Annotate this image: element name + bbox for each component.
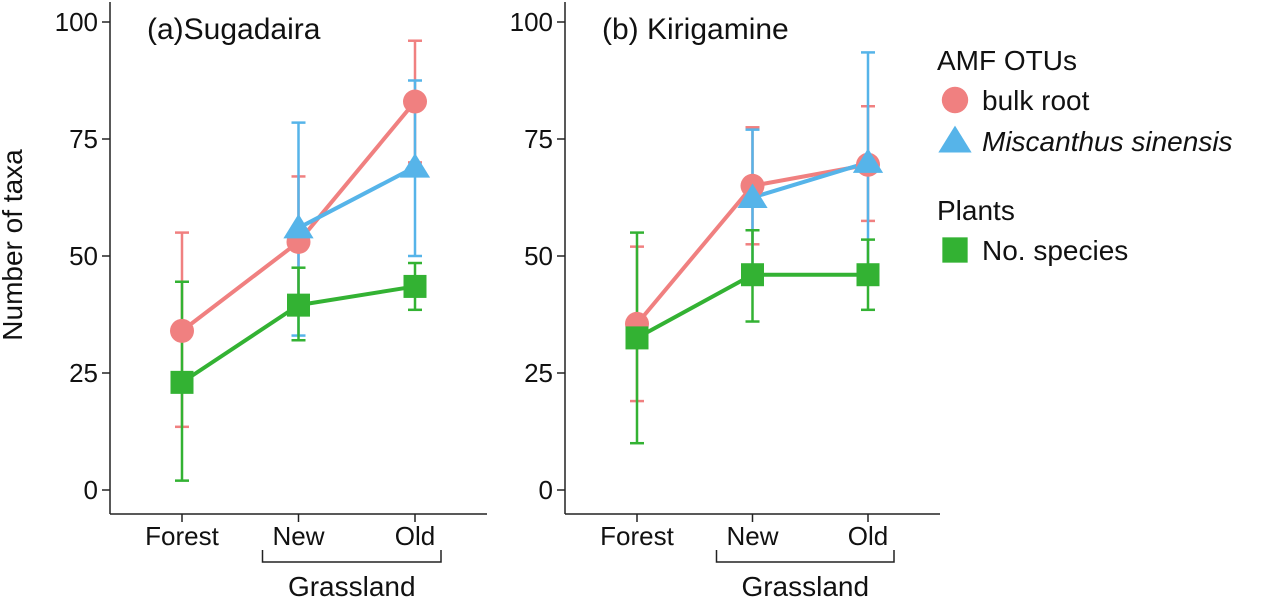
data-point-miscanthus-sinensis <box>737 183 768 208</box>
data-point-no-species <box>741 263 764 287</box>
chart-panel: 0 25 50 75 100 Forest New Old Grassland (b) Kirig… <box>510 2 940 602</box>
y-tick-label: 0 <box>84 475 98 505</box>
legend: AMF OTUs bulk root Miscanthus sinensis Plan… <box>937 45 1233 266</box>
panel-title: (a)Sugadaira <box>147 13 321 46</box>
legend-marker-bulk-root <box>941 86 969 114</box>
grassland-label: Grassland <box>288 571 416 600</box>
data-points <box>170 89 431 394</box>
data-points <box>625 148 884 350</box>
grassland-label: Grassland <box>741 571 869 600</box>
legend-label-no-species: No. species <box>982 235 1128 266</box>
x-tick-label: Forest <box>145 521 219 551</box>
legend-title: Plants <box>937 195 1015 226</box>
grassland-bracket <box>261 550 442 563</box>
x-tick-label: New <box>272 521 324 551</box>
grassland-bracket <box>715 550 895 563</box>
legend-label-bulk-root: bulk root <box>982 85 1090 116</box>
data-point-miscanthus-sinensis <box>283 213 314 239</box>
series-line-miscanthus-sinensis <box>751 160 869 200</box>
series-line-miscanthus-sinensis <box>297 165 416 230</box>
y-axis-title: Number of taxa <box>0 149 28 341</box>
y-tick-label: 75 <box>524 124 553 154</box>
data-point-no-species <box>856 263 880 287</box>
data-point-no-species <box>287 293 310 317</box>
y-tick-label: 25 <box>524 358 553 388</box>
legend-marker-miscanthus-sinensis <box>938 125 972 153</box>
data-point-bulk-root <box>170 318 194 343</box>
data-point-no-species <box>170 370 194 394</box>
data-point-miscanthus-sinensis <box>852 148 884 173</box>
data-point-bulk-root <box>403 89 427 114</box>
y-tick-label: 100 <box>510 7 553 37</box>
y-tick-label: 0 <box>539 475 553 505</box>
y-tick-label: 50 <box>69 241 98 271</box>
y-tick-label: 75 <box>69 124 98 154</box>
x-tick-label: Old <box>395 521 435 551</box>
chart-panel: 0 25 50 75 100 Forest New Old Grassland (a)Sugada… <box>55 2 487 602</box>
legend-label-miscanthus-sinensis: Miscanthus sinensis <box>982 126 1233 157</box>
x-tick-label: New <box>726 521 778 551</box>
error-bars <box>175 39 422 482</box>
legend-title: AMF OTUs <box>937 45 1077 76</box>
x-tick-label: Old <box>848 521 888 551</box>
y-tick-label: 100 <box>55 7 98 37</box>
panel-title: (b) Kirigamine <box>602 13 789 46</box>
y-tick-label: 25 <box>69 358 98 388</box>
error-bars <box>630 51 875 445</box>
data-point-miscanthus-sinensis <box>399 153 431 178</box>
data-point-no-species <box>625 326 649 350</box>
x-tick-label: Forest <box>600 521 674 551</box>
legend-marker-no-species <box>942 237 968 263</box>
data-point-no-species <box>403 274 427 298</box>
y-tick-label: 50 <box>524 241 553 271</box>
